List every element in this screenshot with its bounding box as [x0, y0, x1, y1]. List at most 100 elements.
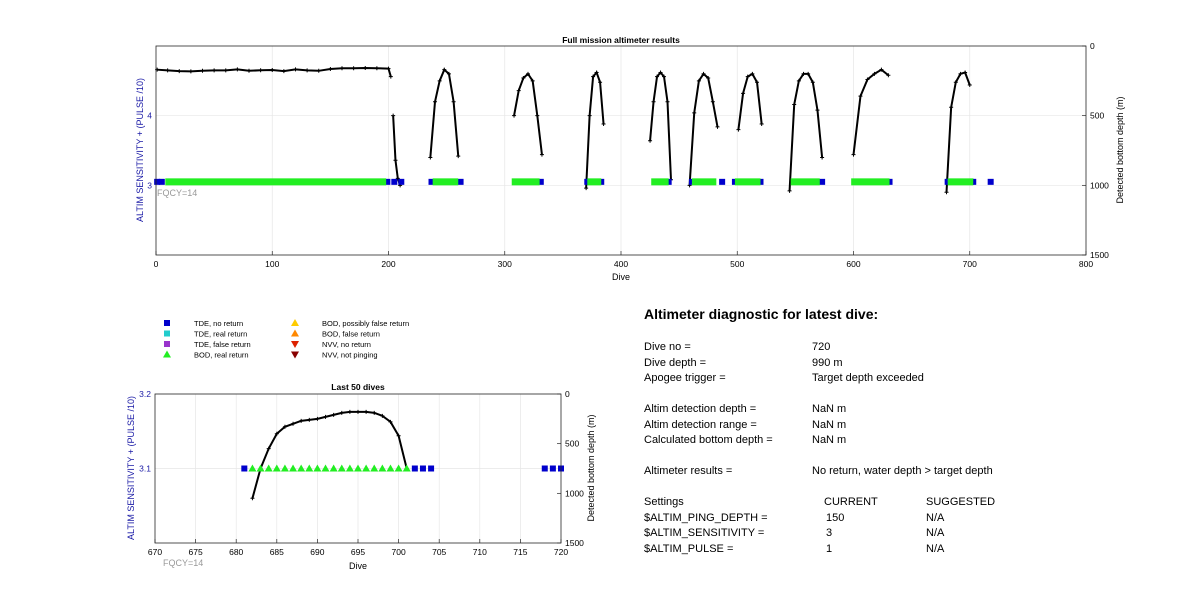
- top-x-tick-label: 400: [614, 259, 628, 269]
- top-depth-point: [247, 68, 251, 73]
- bottom-depth-point: [347, 409, 352, 414]
- pulse-suggested: N/A: [926, 542, 945, 555]
- top-depth-point: [787, 188, 792, 193]
- dive-depth-label: Dive depth =: [644, 356, 707, 369]
- bottom-bod-marker: [264, 464, 273, 472]
- top-tde-marker: [384, 178, 391, 185]
- top-depth-point: [177, 69, 182, 74]
- top-bod-marker-band: [165, 178, 387, 186]
- sensitivity-current: 3: [826, 527, 833, 539]
- settings-header-row: Settings CURRENT SUGGESTED: [644, 495, 1164, 511]
- top-bod-marker-band: [587, 178, 602, 186]
- bottom-y-tick-label: 3.2: [139, 389, 151, 399]
- top-tde-marker: [987, 178, 994, 185]
- legend-triangle-up-marker: [291, 329, 299, 337]
- top-depth-point: [651, 99, 656, 104]
- bottom-bod-marker: [394, 464, 403, 472]
- top-depth-point: [865, 77, 870, 82]
- legend-label: NVV, not pinging: [322, 351, 378, 360]
- bottom-x-tick-label: 715: [513, 547, 527, 557]
- top-y-tick-label: 4: [147, 111, 152, 121]
- top-depth-point: [696, 78, 701, 83]
- legend-label: TDE, false return: [194, 340, 251, 349]
- ping-depth-label: $ALTIM_PING_DEPTH =: [644, 511, 768, 524]
- top-x-tick-label: 600: [846, 259, 860, 269]
- bottom-depth-point: [339, 410, 344, 415]
- bottom-bod-marker: [305, 464, 314, 472]
- top-depth-point: [258, 68, 263, 73]
- top-depth-point: [200, 68, 205, 73]
- top-bod-marker-band: [651, 178, 669, 186]
- top-depth-point: [745, 74, 750, 79]
- bottom-bod-marker: [370, 464, 379, 472]
- detection-range-value: NaN m: [812, 418, 847, 431]
- top-depth-point: [442, 67, 447, 72]
- bottom-x-tick-label: 690: [310, 547, 324, 557]
- bottom-bod-marker: [321, 464, 330, 472]
- ping-depth-row: $ALTIM_PING_DEPTH = 150 N/A: [644, 511, 1164, 527]
- bottom-bod-marker: [313, 464, 322, 472]
- bottom-bod-marker: [256, 464, 265, 472]
- top-depth-point: [594, 70, 599, 75]
- top-bod-marker-band: [947, 178, 974, 186]
- top-depth-point: [736, 127, 741, 132]
- top-depth-point: [944, 190, 949, 195]
- top-depth-point: [759, 122, 764, 127]
- bottom-depth-point: [331, 412, 336, 417]
- top-depth-point: [662, 74, 667, 79]
- detection-range-label: Altim detection range =: [644, 418, 757, 431]
- legend-label: NVV, no return: [322, 340, 371, 349]
- top-depth-point: [820, 155, 825, 160]
- top-depth-point: [858, 94, 863, 99]
- bottom-depth-point: [274, 431, 279, 436]
- dive-no-label: Dive no =: [644, 341, 691, 353]
- bottom-bod-marker: [402, 464, 411, 472]
- top-depth-point: [293, 67, 298, 72]
- bottom-tde-marker: [419, 465, 426, 472]
- apogee-value: Target depth exceeded: [812, 372, 924, 384]
- dive-depth-value: 990 m: [812, 356, 843, 369]
- top-depth-point: [958, 71, 963, 76]
- sensitivity-row: $ALTIM_SENSITIVITY = 3 N/A: [644, 526, 1164, 542]
- bottom-depth-point: [299, 418, 304, 423]
- legend-square-marker: [164, 320, 170, 326]
- top-x-tick-label: 300: [498, 259, 512, 269]
- legend-label: TDE, real return: [194, 330, 247, 339]
- legend-triangle-down-marker: [291, 341, 299, 348]
- top-tde-marker: [398, 178, 405, 185]
- altimeter-diagnostic-panel: Altimeter diagnostic for latest dive: Di…: [644, 306, 1164, 557]
- settings-label: Settings: [644, 496, 684, 508]
- bottom-tde-marker: [411, 465, 418, 472]
- top-depth-point: [658, 70, 663, 75]
- altimeter-results-label: Altimeter results =: [644, 465, 733, 477]
- legend-label: BOD, possibly false return: [322, 319, 409, 328]
- bottom-chart-title: Last 50 dives: [331, 382, 385, 392]
- top-depth-point: [393, 158, 398, 163]
- top-depth-point: [281, 69, 286, 74]
- top-depth-point: [526, 71, 530, 76]
- bottom-fqcy-annotation: FQCY=14: [163, 558, 203, 568]
- detection-depth-label: Altim detection depth =: [644, 403, 757, 415]
- dive-depth-row: Dive depth = 990 m: [644, 356, 1164, 372]
- top-tde-marker: [819, 178, 826, 185]
- legend-label: BOD, false return: [322, 330, 380, 339]
- legend-label: TDE, no return: [194, 319, 243, 328]
- bottom-depth-point: [380, 413, 385, 418]
- bottom-y2-tick-label: 500: [565, 439, 579, 449]
- bottom-bod-marker: [248, 464, 257, 472]
- top-depth-point: [391, 113, 396, 118]
- top-x-axis-label: Dive: [612, 272, 630, 282]
- top-depth-line: [945, 71, 971, 193]
- top-depth-point: [815, 108, 820, 113]
- top-depth-point: [535, 113, 540, 118]
- top-depth-point: [792, 102, 797, 107]
- bottom-x-tick-label: 680: [229, 547, 243, 557]
- apogee-row: Apogee trigger = Target depth exceeded: [644, 371, 1164, 387]
- top-depth-point: [806, 71, 811, 76]
- bottom-x-axis-label: Dive: [349, 561, 367, 571]
- top-tde-marker: [158, 178, 165, 185]
- bottom-bod-marker: [329, 464, 338, 472]
- sensitivity-label: $ALTIM_SENSITIVITY =: [644, 527, 765, 539]
- bottom-y-axis-label: ALTIM SENSITIVITY + (PULSE /10): [126, 396, 136, 540]
- bottom-depth-point: [307, 417, 312, 422]
